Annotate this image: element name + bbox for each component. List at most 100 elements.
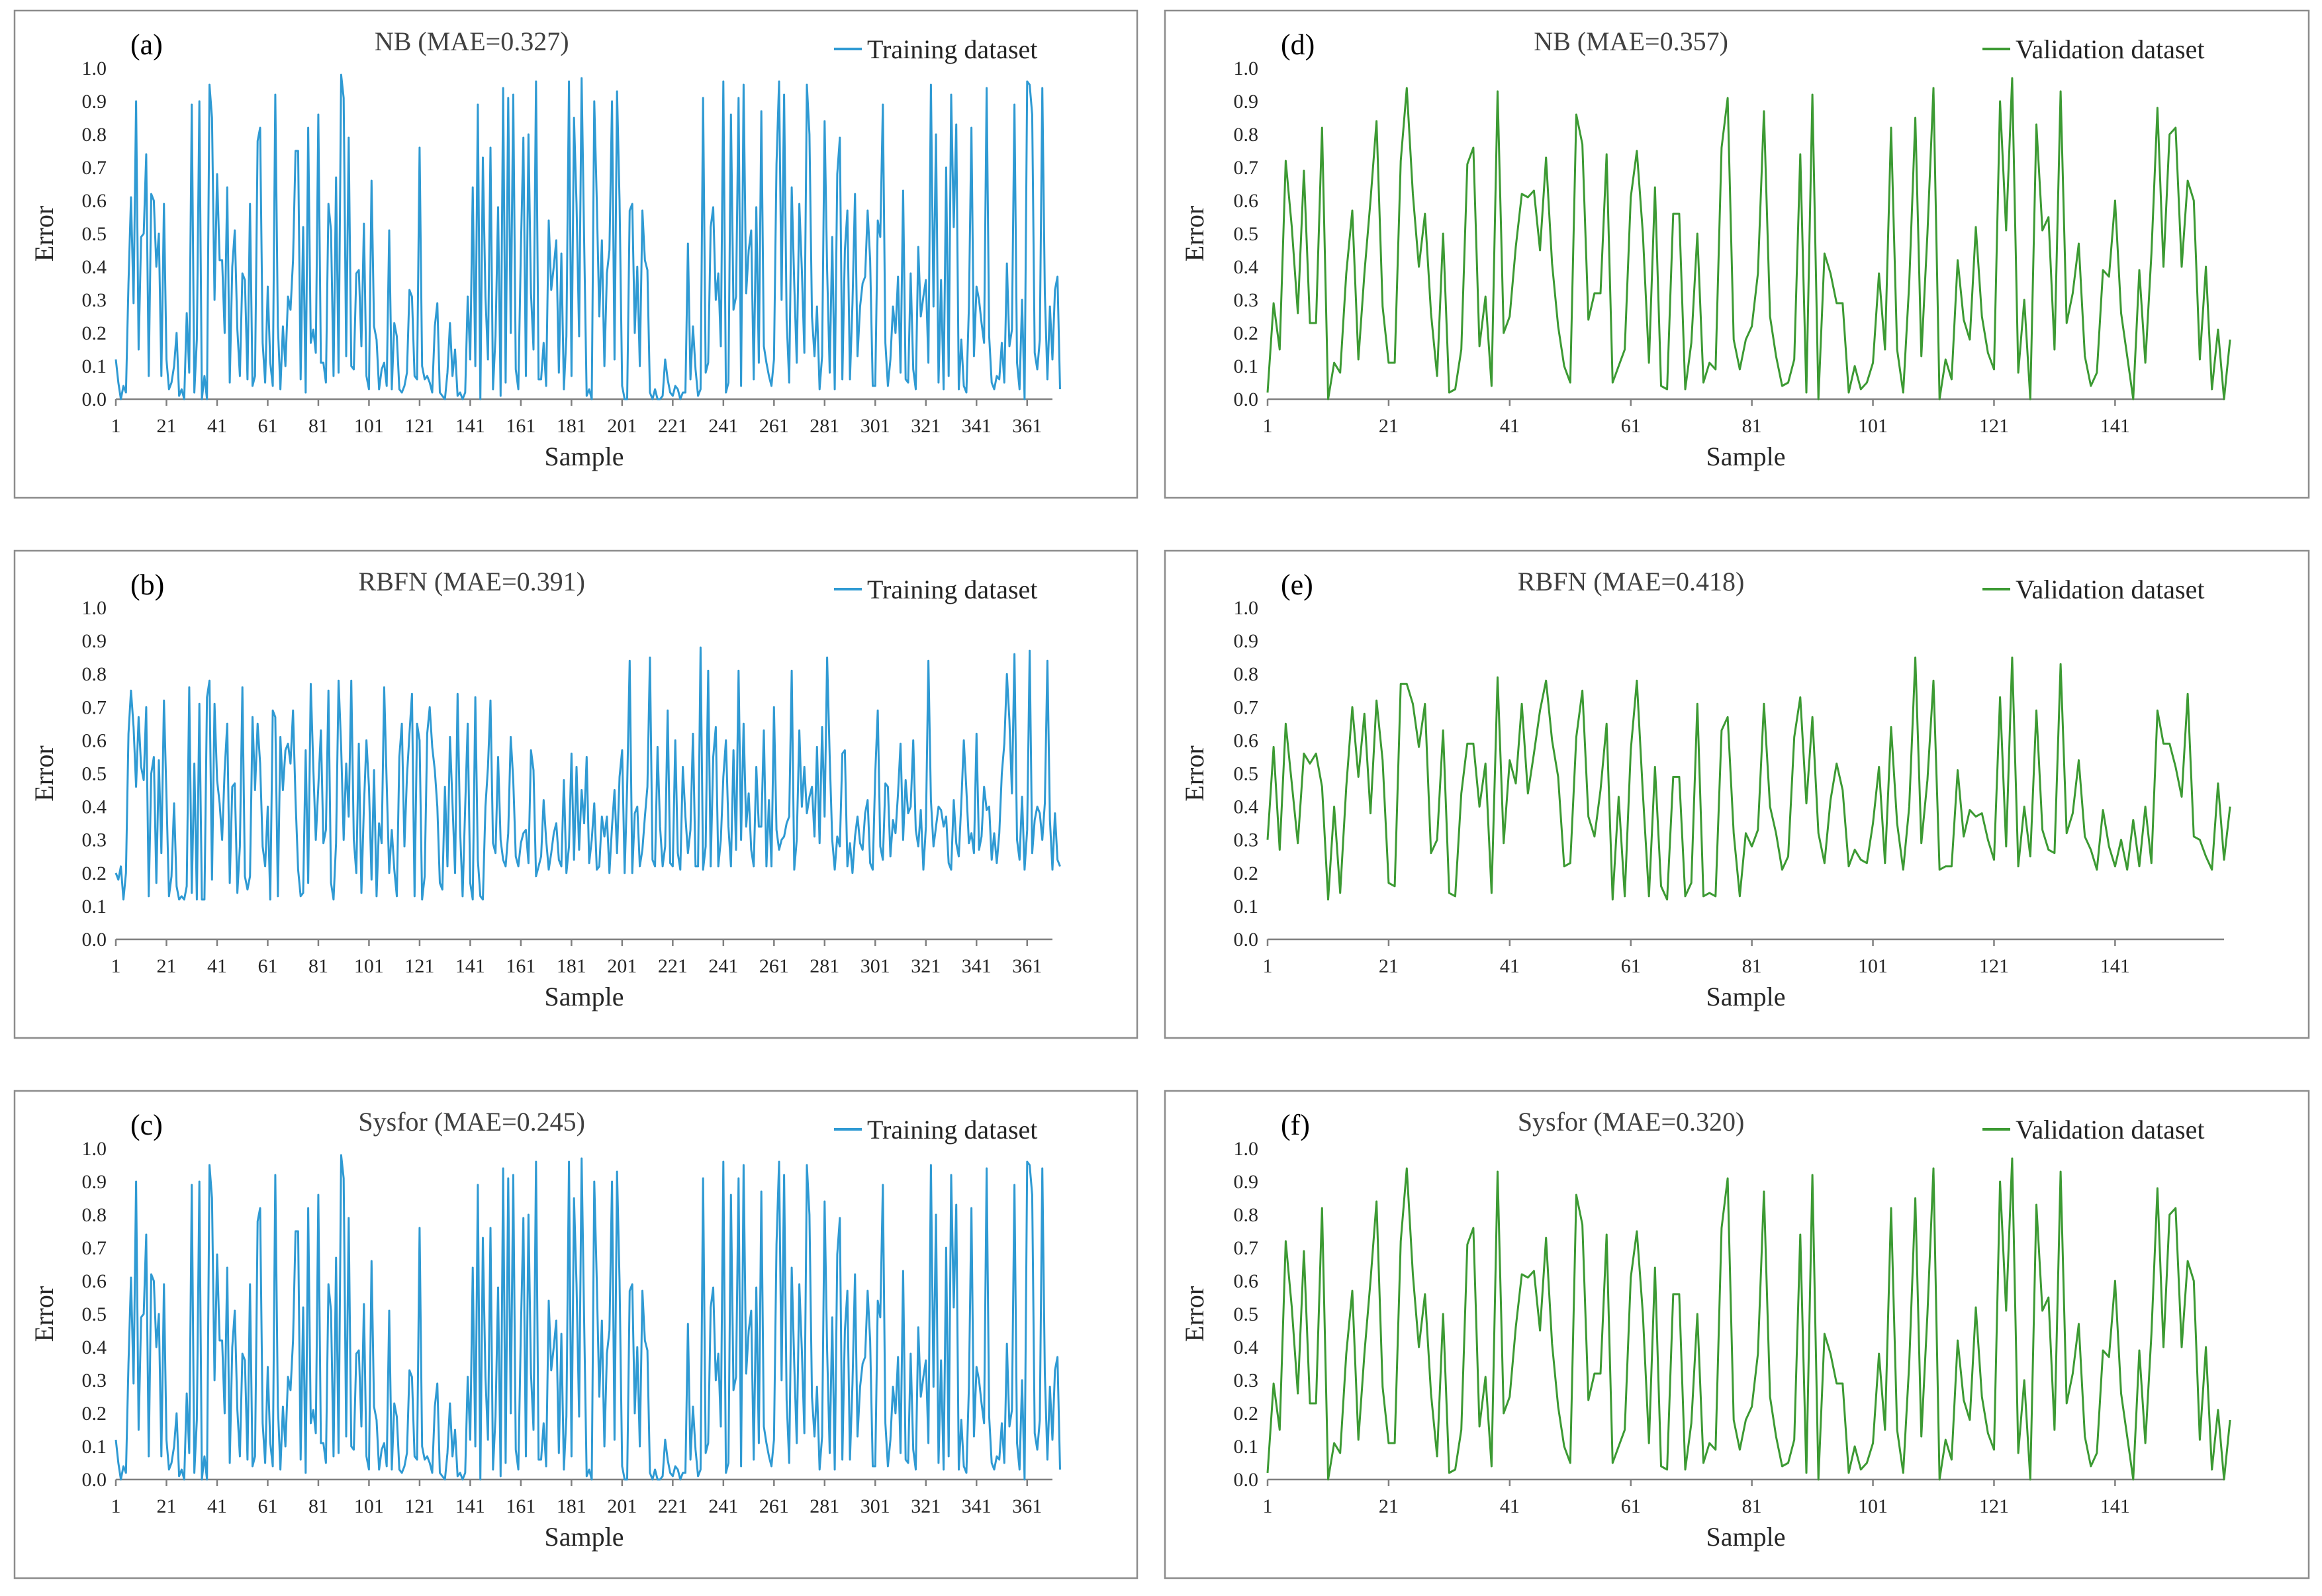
y-axis-title: Error (29, 1286, 59, 1342)
y-tick-label: 0.5 (1234, 1303, 1259, 1325)
x-tick-label: 41 (207, 415, 227, 437)
y-tick-label: 0.9 (1234, 91, 1259, 113)
y-tick-label: 0.5 (82, 1303, 107, 1325)
x-tick-label: 41 (1500, 955, 1520, 977)
y-tick-label: 0.8 (82, 1204, 107, 1226)
y-tick-label: 0.7 (82, 1237, 107, 1259)
x-tick-label: 221 (658, 1495, 688, 1517)
y-tick-label: 0.7 (1234, 696, 1259, 718)
x-tick-label: 61 (1621, 955, 1641, 977)
chart-title: Sysfor (MAE=0.320) (1518, 1107, 1745, 1137)
series-line (115, 73, 1061, 400)
x-tick-label: 41 (1500, 415, 1520, 437)
panel-frame (1164, 549, 2310, 1039)
x-tick-label: 301 (860, 955, 890, 977)
y-axis-title: Error (29, 206, 59, 261)
x-tick-label: 141 (2100, 955, 2130, 977)
y-tick-label: 0.4 (1234, 1337, 1259, 1358)
x-axis-title: Sample (545, 982, 624, 1011)
x-tick-label: 261 (759, 415, 789, 437)
y-tick-label: 0.6 (82, 190, 107, 212)
legend-label: Validation dataset (2016, 34, 2204, 64)
y-tick-label: 1.0 (1234, 597, 1259, 619)
panel-label: (e) (1281, 569, 1313, 601)
x-axis-title: Sample (545, 442, 624, 471)
x-tick-label: 201 (607, 415, 637, 437)
y-tick-label: 0.3 (1234, 829, 1259, 851)
series-line (115, 646, 1061, 901)
x-tick-label: 1 (1263, 415, 1273, 437)
y-tick-label: 0.3 (1234, 1370, 1259, 1391)
panel-label: (d) (1281, 28, 1315, 61)
x-tick-label: 101 (354, 1495, 384, 1517)
y-axis-title: Error (29, 745, 59, 801)
x-tick-label: 41 (207, 955, 227, 977)
x-tick-label: 181 (557, 415, 586, 437)
y-tick-label: 0.2 (1234, 1403, 1259, 1425)
y-tick-label: 0.3 (82, 829, 107, 851)
legend-label: Training dataset (867, 1115, 1037, 1145)
y-tick-label: 0.2 (82, 1403, 107, 1425)
y-tick-label: 1.0 (82, 58, 107, 79)
x-tick-label: 41 (207, 1495, 227, 1517)
legend-label: Training dataset (867, 575, 1037, 604)
x-axis-title: Sample (545, 1522, 624, 1552)
x-tick-label: 21 (156, 1495, 176, 1517)
y-tick-label: 0.8 (1234, 663, 1259, 685)
x-tick-label: 201 (607, 1495, 637, 1517)
legend-label: Validation dataset (2016, 575, 2204, 604)
y-tick-label: 0.8 (82, 124, 107, 146)
y-tick-label: 0.0 (82, 389, 107, 410)
x-tick-label: 141 (2100, 415, 2130, 437)
y-tick-label: 0.9 (82, 91, 107, 113)
panel-label: (f) (1281, 1109, 1310, 1141)
y-tick-label: 0.9 (1234, 630, 1259, 652)
x-tick-label: 21 (1379, 415, 1399, 437)
chart-title: NB (MAE=0.327) (375, 26, 569, 56)
chart-title: NB (MAE=0.357) (1534, 26, 1728, 56)
y-tick-label: 0.6 (82, 1270, 107, 1292)
x-tick-label: 21 (156, 415, 176, 437)
y-tick-label: 0.8 (82, 663, 107, 685)
y-tick-label: 1.0 (82, 597, 107, 619)
x-tick-label: 121 (404, 955, 434, 977)
x-tick-label: 41 (1500, 1495, 1520, 1517)
x-tick-label: 341 (962, 415, 992, 437)
y-tick-label: 0.5 (1234, 223, 1259, 245)
y-tick-label: 0.4 (82, 796, 107, 818)
chart-panel-c: (c) Sysfor (MAE=0.245) Training dataset 0.0… (13, 1090, 1138, 1579)
x-tick-label: 161 (506, 415, 535, 437)
series-line (1266, 656, 2231, 901)
legend-label: Training dataset (867, 34, 1037, 64)
x-tick-label: 101 (354, 955, 384, 977)
y-tick-label: 0.7 (1234, 157, 1259, 179)
y-tick-label: 1.0 (82, 1138, 107, 1160)
series-line (1266, 1157, 2231, 1481)
x-tick-label: 321 (911, 955, 941, 977)
y-axis-title: Error (1180, 745, 1209, 801)
y-tick-label: 0.1 (82, 355, 107, 377)
y-tick-label: 0.9 (82, 1171, 107, 1193)
legend-label: Validation dataset (2016, 1115, 2204, 1145)
y-tick-label: 0.3 (82, 1370, 107, 1391)
x-tick-label: 141 (455, 955, 485, 977)
panel-label: (b) (130, 569, 164, 601)
x-tick-label: 321 (911, 415, 941, 437)
x-tick-label: 21 (156, 955, 176, 977)
x-tick-label: 101 (354, 415, 384, 437)
y-tick-label: 1.0 (1234, 58, 1259, 79)
x-tick-label: 81 (308, 955, 328, 977)
x-tick-label: 141 (455, 415, 485, 437)
y-tick-label: 0.4 (1234, 796, 1259, 818)
y-tick-label: 0.4 (82, 256, 107, 278)
y-tick-label: 0.6 (1234, 190, 1259, 212)
x-tick-label: 341 (962, 955, 992, 977)
x-tick-label: 61 (257, 1495, 277, 1517)
x-tick-label: 21 (1379, 955, 1399, 977)
panel-frame (1164, 9, 2310, 499)
y-tick-label: 0.0 (1234, 1469, 1259, 1491)
x-tick-label: 121 (404, 1495, 434, 1517)
y-tick-label: 0.7 (1234, 1237, 1259, 1259)
y-tick-label: 0.7 (82, 696, 107, 718)
x-axis-title: Sample (1706, 1522, 1786, 1552)
